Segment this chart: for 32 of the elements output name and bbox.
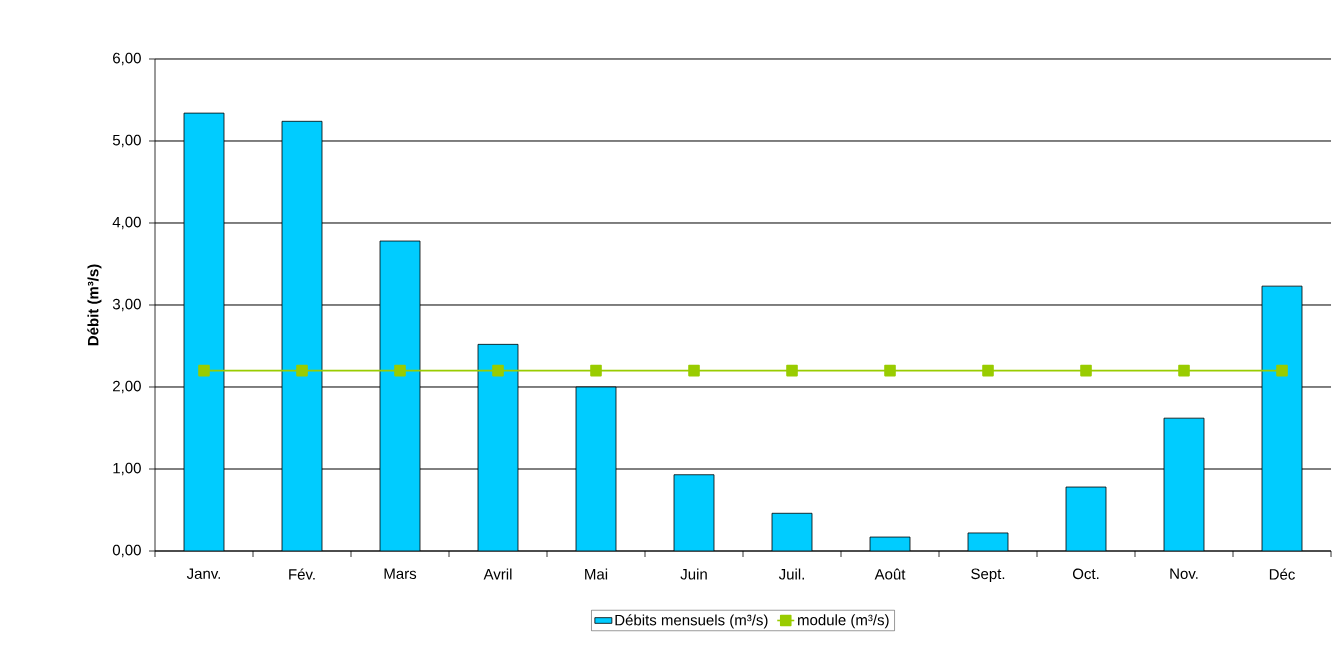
bar: [1065, 486, 1107, 551]
x-tick-label: Mai: [585, 568, 608, 580]
bar: [575, 386, 617, 551]
bar: [281, 120, 323, 551]
bar: [771, 512, 813, 551]
y-tick-label: 0,00: [112, 544, 141, 558]
y-tick-label: 6,00: [113, 52, 141, 66]
y-tick-label: 4,00: [112, 216, 141, 230]
y-tick-label: 1,00: [113, 462, 141, 476]
x-tick-label: Janv.: [186, 568, 220, 579]
bar: [379, 240, 421, 551]
x-tick-label: Déc: [1269, 568, 1295, 580]
bar: [183, 112, 225, 551]
legend-label: module (m³/s): [798, 614, 889, 629]
x-tick-label: Août: [874, 568, 906, 580]
y-tick-label: 2,00: [113, 380, 141, 394]
x-tick-label: Nov.: [1170, 568, 1198, 579]
x-tick-label: Juin: [680, 568, 707, 580]
x-tick-label: Juil.: [778, 568, 804, 580]
bar: [477, 343, 519, 551]
y-tick-label: 5,00: [112, 134, 141, 148]
bar: [1163, 417, 1205, 551]
legend-label: Débits mensuels (m³/s): [615, 614, 768, 629]
x-tick-label: Mars: [384, 568, 417, 579]
x-tick-label: Fév.: [289, 568, 315, 580]
bar: [1261, 285, 1303, 551]
bar: [673, 474, 715, 551]
x-tick-label: Avril: [483, 568, 512, 580]
y-tick-label: 3,00: [112, 298, 141, 312]
x-tick-label: Oct.: [1072, 568, 1099, 580]
y-axis-title: Débit (m³/s): [87, 264, 102, 346]
x-tick-label: Sept.: [971, 568, 1005, 583]
